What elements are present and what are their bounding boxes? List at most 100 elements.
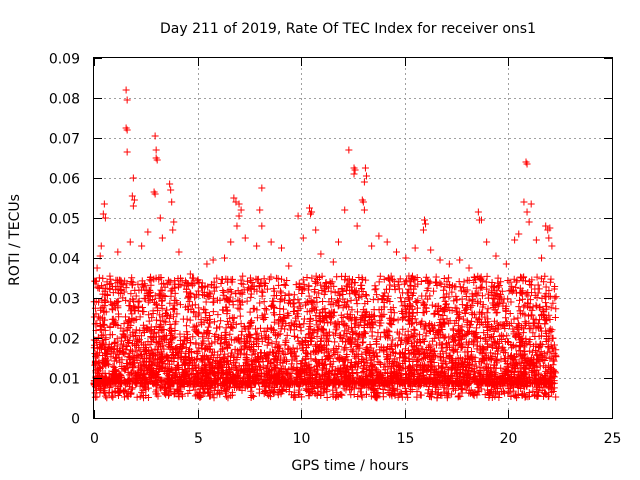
- data-point: [503, 318, 511, 326]
- data-point: [137, 339, 145, 347]
- data-point: [551, 294, 559, 302]
- data-point: [484, 305, 492, 313]
- data-point: [282, 281, 290, 289]
- data-point: [319, 298, 327, 306]
- data-point: [219, 287, 227, 295]
- data-point: [534, 281, 542, 289]
- data-point: [368, 242, 376, 250]
- data-point: [547, 275, 555, 283]
- data-point: [210, 348, 218, 356]
- data-point: [225, 341, 233, 349]
- data-point: [312, 226, 320, 234]
- data-point: [190, 280, 198, 288]
- data-point: [477, 334, 485, 342]
- data-point: [166, 381, 174, 389]
- data-point: [350, 170, 358, 178]
- data-point: [213, 274, 221, 282]
- data-point: [259, 314, 267, 322]
- data-point: [410, 325, 418, 333]
- data-point: [422, 329, 430, 337]
- data-point: [247, 357, 255, 365]
- data-point: [144, 298, 152, 306]
- data-point: [333, 392, 341, 400]
- data-point: [135, 362, 143, 370]
- data-point: [387, 363, 395, 371]
- data-point: [483, 272, 491, 280]
- data-point: [221, 254, 229, 262]
- data-point: [235, 362, 243, 370]
- data-point: [544, 343, 552, 351]
- data-point: [154, 306, 162, 314]
- data-point: [405, 294, 413, 302]
- data-point: [130, 196, 138, 204]
- data-point: [474, 272, 482, 280]
- data-point: [243, 297, 251, 305]
- data-point: [504, 338, 512, 346]
- data-point: [396, 275, 404, 283]
- data-point: [176, 301, 184, 309]
- data-point: [448, 288, 456, 296]
- data-point: [375, 278, 383, 286]
- data-point: [209, 256, 217, 264]
- data-point: [274, 343, 282, 351]
- data-point: [478, 292, 486, 300]
- data-point: [235, 200, 243, 208]
- data-point: [203, 260, 211, 268]
- data-point: [413, 298, 421, 306]
- data-point: [236, 346, 244, 354]
- data-point: [547, 304, 555, 312]
- data-point: [249, 304, 257, 312]
- data-point: [176, 330, 184, 338]
- data-point: [439, 293, 447, 301]
- data-point: [439, 347, 447, 355]
- data-point: [233, 222, 241, 230]
- data-point: [205, 311, 213, 319]
- data-point: [363, 347, 371, 355]
- data-point: [128, 192, 136, 200]
- data-point: [409, 362, 417, 370]
- data-point: [358, 393, 366, 401]
- data-point: [279, 386, 287, 394]
- data-point: [258, 184, 266, 192]
- data-point: [248, 342, 256, 350]
- data-point: [303, 350, 311, 358]
- data-point: [386, 314, 394, 322]
- data-point: [237, 280, 245, 288]
- data-point: [342, 386, 350, 394]
- data-point: [101, 214, 109, 222]
- data-point: [102, 354, 110, 362]
- data-point: [525, 218, 533, 226]
- data-point: [100, 321, 108, 329]
- data-point: [508, 282, 516, 290]
- data-point: [231, 345, 239, 353]
- data-point: [101, 392, 109, 400]
- data-point: [395, 285, 403, 293]
- data-point: [295, 285, 303, 293]
- data-point: [303, 273, 311, 281]
- data-point: [536, 316, 544, 324]
- data-point: [353, 316, 361, 324]
- data-point: [191, 386, 199, 394]
- data-point: [523, 160, 531, 168]
- data-point: [353, 300, 361, 308]
- data-point: [210, 287, 218, 295]
- data-point: [246, 308, 254, 316]
- data-point: [488, 287, 496, 295]
- data-point: [205, 388, 213, 396]
- data-point: [209, 308, 217, 316]
- data-point: [441, 283, 449, 291]
- data-point: [370, 386, 377, 394]
- data-point: [290, 291, 298, 299]
- data-point: [257, 324, 265, 332]
- data-point: [122, 86, 130, 94]
- data-point: [229, 297, 237, 305]
- data-point: [231, 359, 239, 367]
- data-point: [395, 278, 403, 286]
- data-point: [249, 347, 257, 355]
- data-point: [210, 298, 218, 306]
- data-point: [152, 316, 160, 324]
- data-point: [456, 256, 464, 264]
- data-point: [178, 392, 186, 400]
- data-point: [382, 285, 390, 293]
- data-point: [272, 274, 280, 282]
